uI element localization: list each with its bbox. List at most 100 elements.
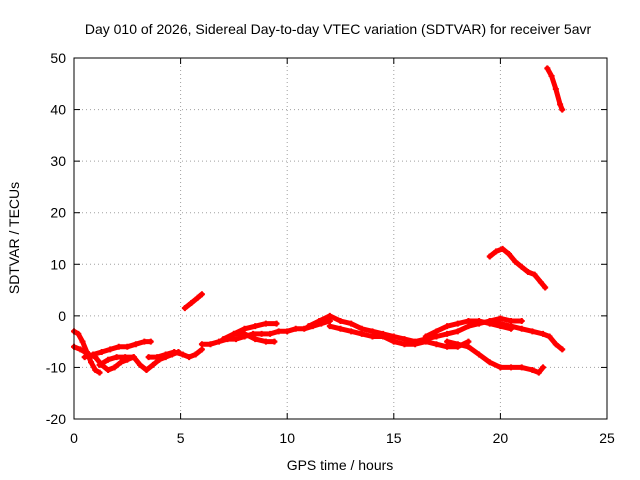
y-tick-label: -20 bbox=[46, 411, 66, 427]
data-point bbox=[508, 318, 515, 325]
data-point bbox=[241, 325, 248, 332]
data-point bbox=[337, 325, 344, 332]
data-point bbox=[171, 348, 178, 355]
data-point bbox=[301, 325, 308, 332]
series-track-13 bbox=[444, 338, 547, 376]
data-point bbox=[92, 367, 99, 374]
data-point bbox=[348, 328, 355, 335]
data-point bbox=[497, 315, 504, 322]
data-point bbox=[465, 343, 472, 350]
series-track-14 bbox=[486, 318, 566, 353]
data-point bbox=[433, 328, 440, 335]
data-point bbox=[149, 361, 156, 368]
data-point bbox=[186, 354, 193, 361]
x-tick-label: 5 bbox=[177, 430, 185, 446]
data-point bbox=[141, 338, 148, 345]
series-track-6 bbox=[181, 291, 205, 312]
y-tick-label: -10 bbox=[46, 359, 66, 375]
series-line bbox=[444, 339, 546, 376]
y-tick-label: 50 bbox=[50, 50, 66, 66]
data-point bbox=[198, 341, 205, 348]
data-point bbox=[113, 354, 120, 361]
data-point bbox=[401, 341, 408, 348]
y-tick-label: 0 bbox=[58, 308, 66, 324]
data-point bbox=[105, 367, 112, 374]
data-point bbox=[444, 323, 451, 330]
data-point bbox=[194, 294, 201, 301]
data-point bbox=[267, 330, 274, 337]
data-point bbox=[96, 369, 103, 376]
data-point bbox=[258, 330, 265, 337]
data-point bbox=[147, 338, 154, 345]
data-point bbox=[130, 354, 137, 361]
data-point bbox=[154, 354, 161, 361]
data-point bbox=[284, 328, 291, 335]
data-point bbox=[444, 330, 451, 337]
data-point bbox=[115, 343, 122, 350]
data-point bbox=[486, 359, 493, 366]
data-point bbox=[105, 356, 112, 363]
data-point bbox=[476, 318, 483, 325]
data-point bbox=[529, 367, 536, 374]
data-point bbox=[188, 299, 195, 306]
data-point bbox=[537, 279, 544, 286]
data-point bbox=[493, 248, 500, 255]
data-point bbox=[348, 320, 355, 327]
y-tick-label: 10 bbox=[50, 256, 66, 272]
data-point bbox=[512, 258, 519, 265]
data-point bbox=[77, 346, 84, 353]
data-point bbox=[499, 245, 506, 252]
data-point bbox=[412, 341, 419, 348]
series-track-5 bbox=[145, 346, 205, 361]
data-point bbox=[252, 323, 259, 330]
data-point bbox=[518, 325, 525, 332]
y-tick-label: 20 bbox=[50, 205, 66, 221]
x-tick-label: 15 bbox=[386, 430, 402, 446]
data-point bbox=[476, 351, 483, 358]
data-point bbox=[535, 369, 542, 376]
series-track-15 bbox=[486, 245, 549, 291]
series-track-16 bbox=[544, 65, 566, 113]
data-point bbox=[337, 318, 344, 325]
data-point bbox=[198, 291, 205, 298]
data-point bbox=[273, 320, 280, 327]
data-point bbox=[486, 253, 493, 260]
data-point bbox=[220, 336, 227, 343]
data-point bbox=[262, 338, 269, 345]
data-point bbox=[96, 361, 103, 368]
data-point bbox=[529, 328, 536, 335]
data-point bbox=[548, 73, 555, 80]
data-point bbox=[81, 354, 88, 361]
data-point bbox=[305, 323, 312, 330]
data-point bbox=[88, 359, 95, 366]
x-axis-label: GPS time / hours bbox=[287, 457, 394, 473]
data-point bbox=[122, 354, 129, 361]
data-point bbox=[465, 323, 472, 330]
data-point bbox=[181, 305, 188, 312]
data-point bbox=[422, 333, 429, 340]
data-point bbox=[275, 328, 282, 335]
data-point bbox=[369, 333, 376, 340]
data-point bbox=[390, 338, 397, 345]
data-point bbox=[207, 341, 214, 348]
data-point bbox=[433, 341, 440, 348]
data-point bbox=[390, 333, 397, 340]
data-point bbox=[433, 333, 440, 340]
data-point bbox=[326, 318, 333, 325]
data-point bbox=[233, 336, 240, 343]
y-axis-label: SDTVAR / TECUs bbox=[6, 182, 22, 294]
data-point bbox=[497, 320, 504, 327]
data-point bbox=[90, 351, 97, 358]
data-point bbox=[454, 341, 461, 348]
data-point bbox=[505, 250, 512, 257]
data-point bbox=[316, 318, 323, 325]
data-point bbox=[75, 330, 82, 337]
x-tick-label: 10 bbox=[279, 430, 295, 446]
data-point bbox=[544, 65, 551, 72]
series-track-9 bbox=[230, 330, 278, 345]
data-point bbox=[540, 364, 547, 371]
data-point bbox=[271, 338, 278, 345]
plot-frame bbox=[73, 57, 608, 420]
data-point bbox=[557, 101, 564, 108]
